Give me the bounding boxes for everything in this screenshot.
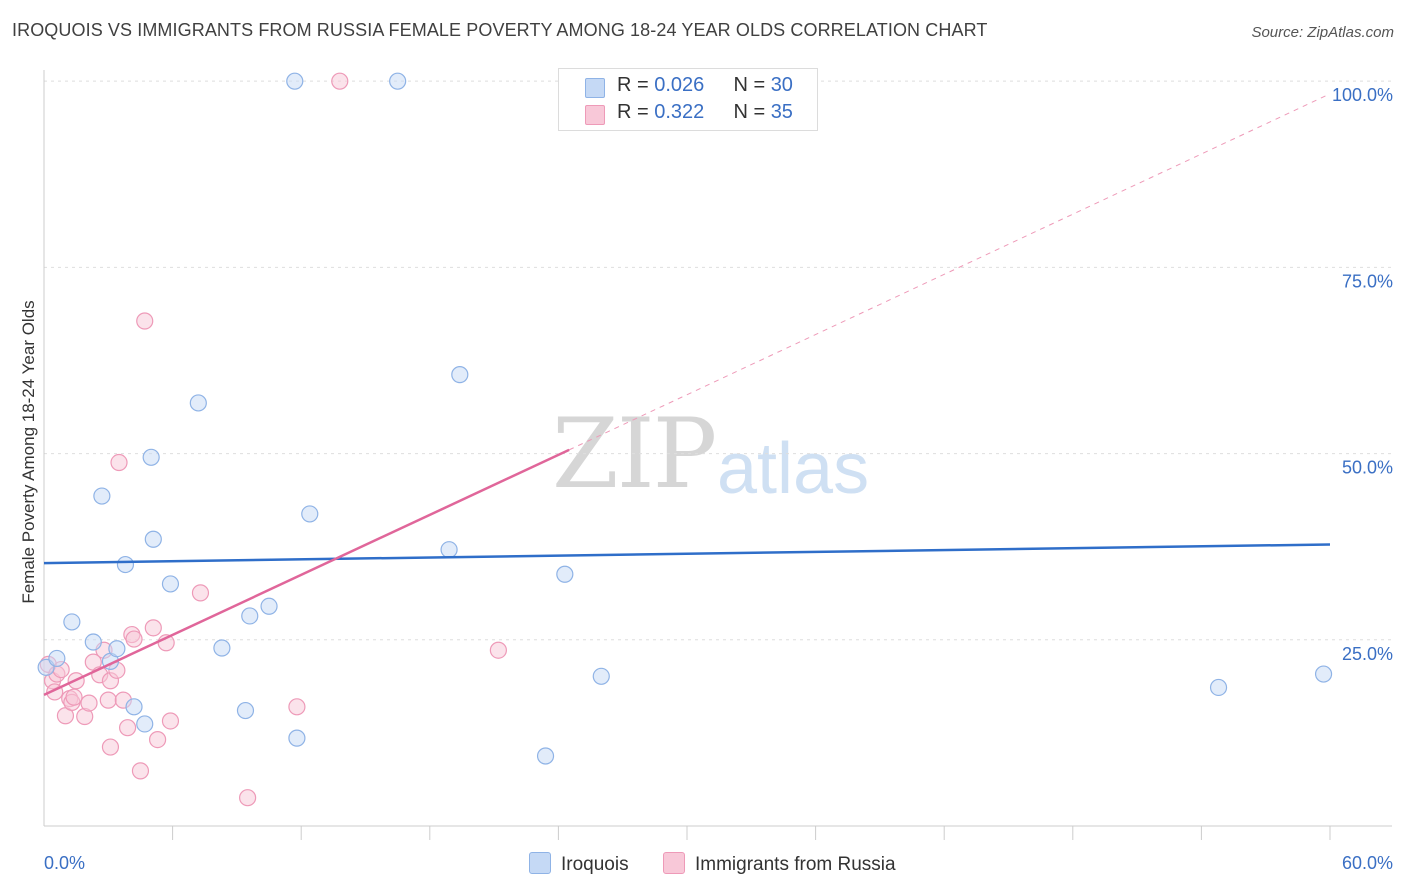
point-iroquois [536,747,555,765]
x-tick-label: 60.0% [1342,853,1393,873]
bottom-legend-swatch-iroquois [529,852,551,874]
point-russia [131,762,150,780]
point-russia [148,730,167,749]
legend-r-value-iroquois: 0.026 [654,74,705,96]
point-iroquois [241,607,259,625]
point-russia [161,712,180,730]
point-russia [101,738,120,756]
point-iroquois [556,565,574,583]
point-russia [331,72,349,90]
trend-line-russia-extension [568,93,1331,451]
point-iroquois [440,541,458,559]
bottom-legend-label-russia: Immigrants from Russia [695,854,896,875]
point-russia [118,719,137,737]
point-russia [288,698,306,716]
point-iroquois [592,667,610,685]
chart-title: IROQUOIS VS IMMIGRANTS FROM RUSSIA FEMAL… [12,20,988,40]
x-tick-label: 0.0% [44,853,85,873]
point-russia [110,453,128,472]
watermark-atlas: atlas [717,429,870,509]
point-iroquois [260,597,278,615]
trend-line-russia [43,448,570,697]
point-iroquois [213,639,231,657]
legend-n-label: N = [733,101,771,123]
legend-swatch-iroquois [585,78,605,98]
point-iroquois [84,633,102,651]
point-iroquois [108,640,126,658]
point-iroquois [1209,678,1228,697]
point-iroquois [236,701,255,720]
point-iroquois [286,72,304,90]
point-russia [125,630,143,648]
point-iroquois [136,715,154,733]
trend-line-iroquois [43,543,1331,565]
point-russia [489,641,507,659]
point-iroquois [389,72,407,90]
bottom-legend-label-iroquois: Iroquois [561,854,629,875]
point-iroquois [144,530,162,548]
point-iroquois [288,729,306,747]
point-russia [65,688,83,706]
y-tick-label: 25.0% [1342,644,1393,664]
y-tick-label: 50.0% [1342,458,1393,478]
bottom-legend-swatch-russia [663,852,685,874]
point-russia [191,584,210,602]
source-label: Source: ZipAtlas.com [1251,24,1394,41]
y-tick-label: 75.0% [1342,271,1393,291]
point-russia [144,619,162,637]
legend-n-label: N = [733,74,771,96]
point-iroquois [93,487,111,505]
point-iroquois [142,448,160,466]
stats-legend: R = 0.026 N = 30 R = 0.322 N = 35 [558,68,818,131]
point-iroquois [189,394,207,412]
point-iroquois [161,575,180,593]
y-axis-label: Female Poverty Among 18-24 Year Olds [19,300,38,603]
legend-swatch-russia [585,105,605,125]
point-iroquois [125,698,143,716]
point-russia [136,312,154,330]
point-russia [99,691,117,709]
point-iroquois [451,366,469,384]
legend-n-value-russia: 35 [770,101,793,123]
legend-n-value-iroquois: 30 [770,74,793,96]
point-iroquois [116,555,135,574]
bottom-legend-iroquois: Iroquois [529,852,629,876]
legend-r-label: R = [617,101,655,123]
point-russia [80,694,98,712]
point-iroquois [48,649,66,668]
legend-r-value-russia: 0.322 [654,101,705,123]
point-iroquois [1314,665,1333,683]
point-iroquois [63,613,81,631]
point-russia [239,789,257,807]
legend-r-label: R = [617,74,655,96]
y-tick-label: 100.0% [1332,85,1393,105]
bottom-legend-russia: Immigrants from Russia [663,852,896,876]
point-iroquois [301,505,319,523]
